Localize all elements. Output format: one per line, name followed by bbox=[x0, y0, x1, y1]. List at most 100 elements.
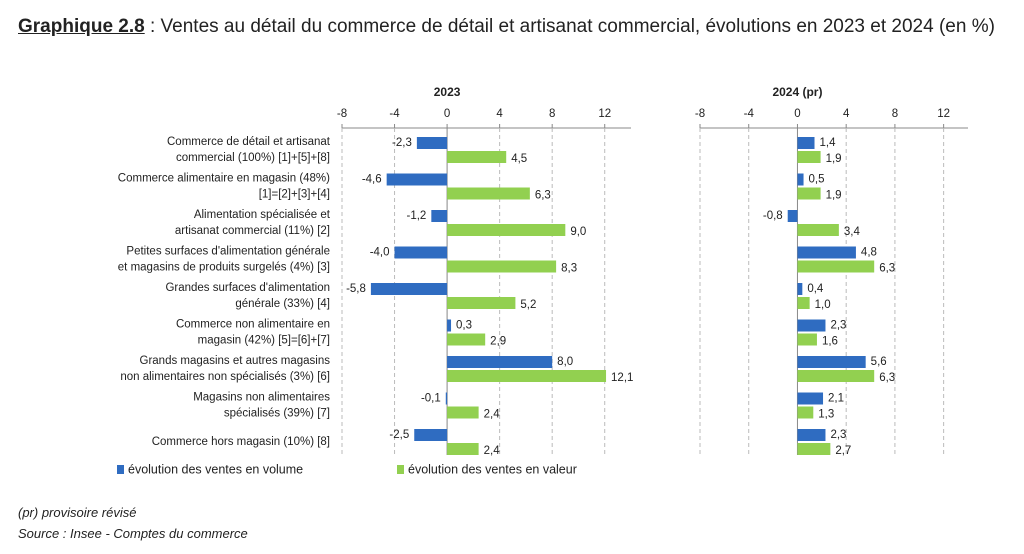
bar bbox=[787, 210, 798, 222]
bar bbox=[797, 224, 839, 236]
bar bbox=[797, 406, 814, 419]
value-label: 1,9 bbox=[826, 153, 842, 165]
bar bbox=[447, 356, 553, 368]
value-label: -5,8 bbox=[346, 283, 366, 295]
bar bbox=[797, 283, 803, 295]
bar bbox=[447, 297, 516, 309]
x-tick-label: -8 bbox=[695, 108, 705, 120]
x-tick-label: 0 bbox=[444, 108, 450, 120]
bar bbox=[797, 370, 875, 382]
value-label: 6,3 bbox=[535, 190, 551, 202]
value-label: -0,8 bbox=[763, 210, 783, 222]
bar bbox=[797, 187, 821, 200]
bar bbox=[797, 137, 815, 149]
value-label: 1,6 bbox=[822, 336, 838, 348]
value-label: -4,6 bbox=[362, 174, 382, 186]
x-tick-label: -4 bbox=[389, 108, 400, 120]
bar bbox=[394, 246, 448, 259]
category-label: Commerce hors magasin (10%) [8] bbox=[152, 436, 330, 448]
x-tick-label: 8 bbox=[892, 108, 898, 120]
category-label: Grandes surfaces d'alimentation bbox=[165, 282, 330, 294]
bar bbox=[447, 319, 452, 332]
bar bbox=[797, 297, 810, 309]
value-label: 5,6 bbox=[871, 356, 887, 368]
bar bbox=[797, 356, 866, 368]
category-label: générale (33%) [4] bbox=[235, 298, 330, 310]
value-label: 0,4 bbox=[807, 283, 824, 295]
legend-label: évolution des ventes en volume bbox=[128, 462, 303, 476]
bar bbox=[447, 333, 486, 346]
x-tick-label: -8 bbox=[337, 108, 347, 120]
category-label: Commerce alimentaire en magasin (48%) bbox=[118, 173, 330, 185]
legend-swatch bbox=[397, 465, 404, 474]
value-label: 5,2 bbox=[520, 299, 536, 311]
bar bbox=[797, 392, 824, 405]
bar bbox=[797, 246, 856, 259]
value-label: 8,3 bbox=[561, 263, 577, 275]
value-label: 1,4 bbox=[820, 137, 837, 149]
bar bbox=[447, 260, 557, 273]
value-label: -1,2 bbox=[406, 210, 426, 222]
category-label: [1]=[2]+[3]+[4] bbox=[259, 189, 330, 201]
legend-label: évolution des ventes en valeur bbox=[408, 462, 577, 476]
category-label: magasin (42%) [5]=[6]+[7] bbox=[198, 335, 330, 347]
bar bbox=[797, 319, 826, 332]
bar bbox=[797, 260, 875, 273]
value-label: 2,4 bbox=[484, 445, 501, 457]
bar bbox=[414, 429, 448, 441]
bar bbox=[370, 283, 448, 295]
panel-title: 2024 (pr) bbox=[772, 85, 822, 99]
category-label: et magasins de produits surgelés (4%) [3… bbox=[118, 262, 330, 274]
x-tick-label: 4 bbox=[843, 108, 850, 120]
bar bbox=[447, 224, 566, 236]
bar bbox=[797, 429, 826, 441]
value-label: -0,1 bbox=[421, 393, 441, 405]
x-tick-label: 8 bbox=[549, 108, 555, 120]
x-tick-label: 12 bbox=[598, 108, 611, 120]
bar bbox=[431, 210, 448, 222]
value-label: -2,5 bbox=[389, 429, 409, 441]
bar bbox=[447, 151, 507, 163]
bar bbox=[447, 370, 607, 382]
footnote: Source : Insee - Comptes du commerce bbox=[18, 526, 248, 541]
bar bbox=[447, 187, 530, 200]
bar bbox=[797, 151, 821, 163]
x-tick-label: -4 bbox=[744, 108, 755, 120]
legend-swatch bbox=[117, 465, 124, 474]
bar bbox=[797, 333, 817, 346]
value-label: 1,9 bbox=[826, 190, 842, 202]
title-block: Graphique 2.8 : Ventes au détail du comm… bbox=[18, 14, 1008, 39]
bar bbox=[447, 443, 479, 455]
x-tick-label: 0 bbox=[794, 108, 800, 120]
category-label: Magasins non alimentaires bbox=[193, 392, 330, 404]
value-label: 2,9 bbox=[490, 336, 506, 348]
bar bbox=[797, 443, 831, 455]
category-label: non alimentaires non spécialisés (3%) [6… bbox=[120, 371, 330, 383]
value-label: 4,5 bbox=[511, 153, 527, 165]
category-label: Alimentation spécialisée et bbox=[194, 209, 331, 221]
title: : Ventes au détail du commerce de détail… bbox=[149, 16, 995, 37]
category-label: spécialisés (39%) [7] bbox=[224, 408, 330, 420]
category-label: artisanat commercial (11%) [2] bbox=[175, 225, 330, 237]
category-label: Commerce non alimentaire en bbox=[176, 319, 330, 331]
bar bbox=[445, 392, 448, 405]
value-label: 2,4 bbox=[484, 409, 501, 421]
bar bbox=[797, 173, 804, 186]
value-label: 2,3 bbox=[830, 429, 846, 441]
value-label: 2,3 bbox=[830, 320, 846, 332]
category-label: commercial (100%) [1]+[5]+[8] bbox=[176, 152, 330, 164]
category-label: Petites surfaces d'alimentation générale bbox=[126, 246, 330, 258]
category-label: Commerce de détail et artisanat bbox=[167, 136, 331, 148]
value-label: 12,1 bbox=[611, 372, 633, 384]
value-label: 8,0 bbox=[557, 356, 573, 368]
value-label: 2,1 bbox=[828, 393, 844, 405]
value-label: -4,0 bbox=[370, 247, 390, 259]
value-label: 4,8 bbox=[861, 247, 877, 259]
value-label: 3,4 bbox=[844, 226, 861, 238]
value-label: 6,3 bbox=[879, 263, 895, 275]
value-label: 6,3 bbox=[879, 372, 895, 384]
value-label: 0,5 bbox=[809, 174, 825, 186]
x-tick-label: 4 bbox=[496, 108, 503, 120]
value-label: -2,3 bbox=[392, 137, 412, 149]
